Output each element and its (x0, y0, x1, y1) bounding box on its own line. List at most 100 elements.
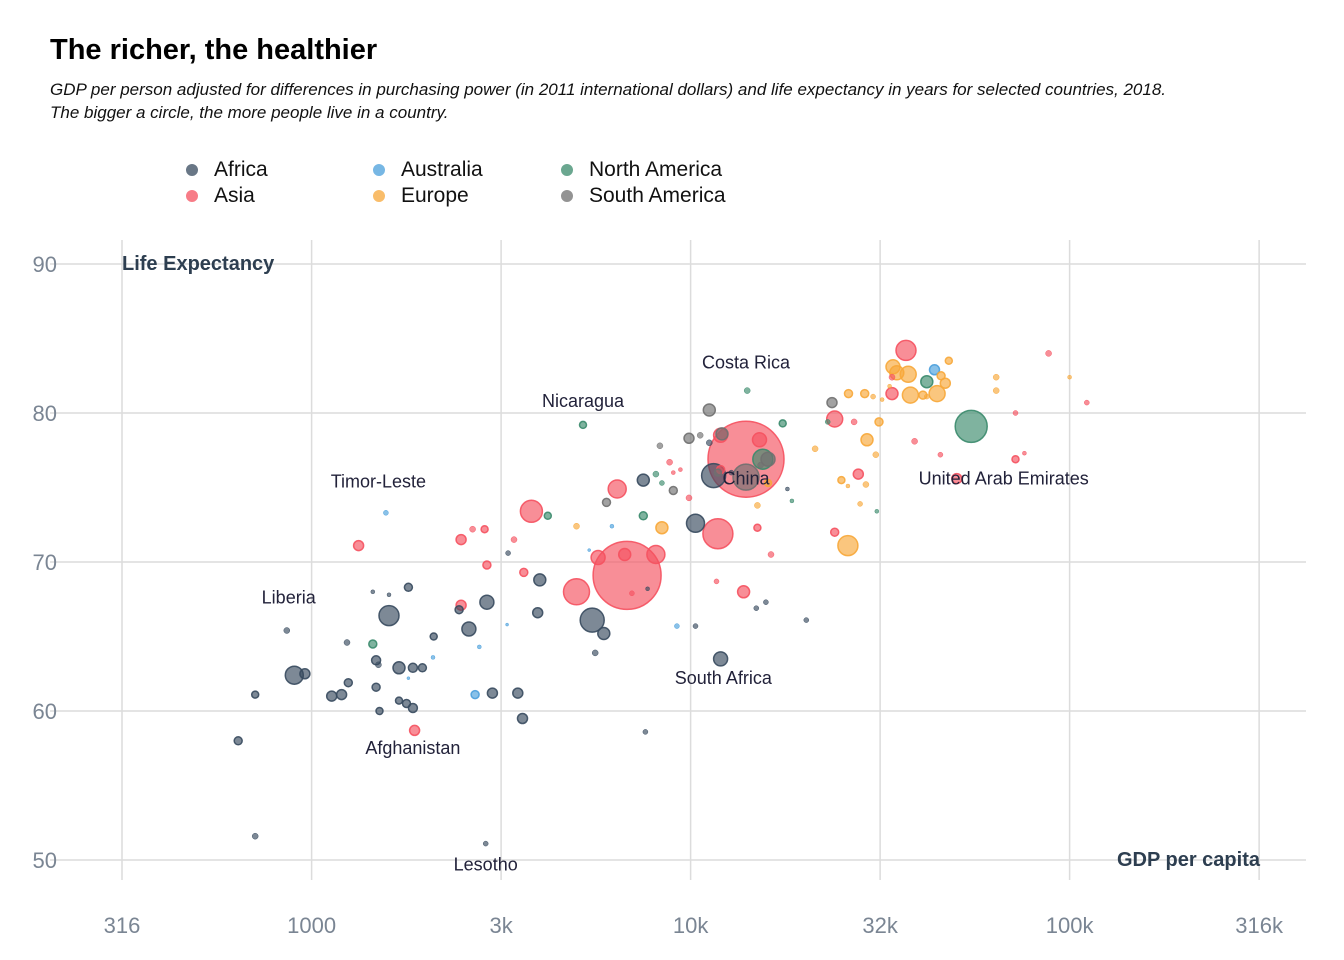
data-point-asia[interactable] (895, 339, 917, 362)
data-point-asia[interactable] (352, 539, 365, 552)
data-point-asia[interactable] (469, 525, 476, 533)
data-point-asia[interactable] (767, 551, 775, 558)
data-point-africa[interactable] (392, 661, 406, 675)
data-point-asia[interactable] (482, 560, 492, 570)
data-point-europe[interactable] (924, 393, 930, 400)
data-point-africa[interactable] (591, 649, 599, 657)
data-point-south-america[interactable] (601, 497, 612, 508)
data-point-asia[interactable] (671, 470, 676, 475)
data-point-africa[interactable] (763, 599, 769, 605)
data-point-asia[interactable] (911, 438, 918, 445)
data-point-africa[interactable] (403, 582, 414, 593)
data-point-australia[interactable] (406, 676, 411, 680)
data-point-asia[interactable] (713, 578, 720, 585)
data-point-africa[interactable] (597, 626, 611, 641)
data-point-africa[interactable] (728, 469, 735, 476)
data-point-europe[interactable] (837, 534, 859, 557)
data-point-africa[interactable] (803, 617, 810, 623)
legend-item-south-america[interactable]: South America (561, 184, 726, 208)
data-point-africa[interactable] (335, 688, 348, 701)
data-point-africa[interactable] (785, 486, 790, 492)
data-point-south-america[interactable] (713, 468, 723, 477)
data-point-asia[interactable] (937, 451, 944, 458)
data-point-africa[interactable] (370, 589, 376, 595)
data-point-africa[interactable] (645, 586, 650, 592)
data-point-australia[interactable] (430, 655, 436, 660)
data-point-europe[interactable] (872, 451, 880, 458)
data-point-asia[interactable] (1011, 454, 1020, 464)
legend-item-north-america[interactable]: North America (561, 158, 722, 182)
data-point-asia[interactable] (751, 432, 768, 448)
data-point-europe[interactable] (939, 377, 952, 389)
data-point-europe[interactable] (885, 359, 901, 375)
data-point-africa[interactable] (375, 661, 382, 669)
data-point-europe[interactable] (763, 478, 773, 488)
data-point-asia[interactable] (753, 523, 762, 532)
data-point-africa[interactable] (753, 605, 760, 611)
data-point-australia[interactable] (505, 622, 509, 627)
data-point-asia[interactable] (666, 458, 673, 466)
data-point-africa[interactable] (251, 832, 259, 840)
data-point-africa[interactable] (706, 439, 713, 447)
data-point-north-america[interactable] (638, 511, 649, 521)
data-point-africa[interactable] (531, 606, 544, 619)
data-point-north-america[interactable] (954, 409, 988, 444)
data-point-south-america[interactable] (732, 463, 760, 491)
data-point-north-america[interactable] (368, 639, 378, 649)
data-point-europe[interactable] (754, 502, 761, 509)
data-point-asia[interactable] (736, 585, 751, 599)
data-point-africa[interactable] (712, 651, 729, 667)
data-point-africa[interactable] (533, 573, 547, 587)
data-point-africa[interactable] (417, 663, 428, 673)
data-point-north-america[interactable] (824, 419, 831, 425)
data-point-asia[interactable] (685, 494, 693, 502)
data-point-europe[interactable] (944, 356, 954, 366)
data-point-europe[interactable] (860, 433, 874, 447)
data-point-australia[interactable] (674, 623, 680, 629)
data-point-asia[interactable] (629, 590, 635, 597)
data-point-africa[interactable] (479, 594, 495, 610)
data-point-asia[interactable] (455, 533, 467, 546)
data-point-asia[interactable] (1084, 399, 1090, 406)
data-point-africa[interactable] (461, 621, 477, 637)
data-point-europe[interactable] (901, 386, 920, 404)
data-point-asia[interactable] (510, 536, 518, 543)
data-point-europe[interactable] (859, 388, 870, 399)
data-point-africa[interactable] (343, 639, 351, 646)
data-point-europe[interactable] (992, 373, 1000, 381)
data-point-south-america[interactable] (696, 432, 704, 439)
data-point-north-america[interactable] (578, 420, 588, 430)
data-point-asia[interactable] (519, 567, 529, 578)
data-point-africa[interactable] (407, 662, 419, 674)
data-point-africa[interactable] (375, 706, 384, 716)
data-point-africa[interactable] (386, 592, 392, 598)
data-point-africa[interactable] (486, 687, 499, 699)
data-point-europe[interactable] (862, 481, 870, 488)
data-point-asia[interactable] (678, 467, 683, 472)
data-point-africa[interactable] (283, 627, 291, 634)
data-point-europe[interactable] (879, 397, 885, 402)
data-point-africa[interactable] (233, 736, 243, 746)
data-point-europe[interactable] (874, 417, 884, 427)
data-point-north-america[interactable] (874, 509, 880, 514)
data-point-africa[interactable] (343, 677, 354, 688)
data-point-australia[interactable] (609, 523, 615, 529)
data-point-africa[interactable] (512, 687, 524, 699)
data-point-asia[interactable] (607, 479, 627, 499)
data-point-europe[interactable] (843, 388, 854, 399)
data-point-europe[interactable] (887, 383, 892, 389)
data-point-asia[interactable] (617, 547, 632, 562)
data-point-north-america[interactable] (778, 419, 787, 428)
data-point-europe[interactable] (573, 522, 580, 530)
data-point-africa[interactable] (454, 604, 464, 615)
data-point-europe[interactable] (837, 475, 846, 485)
data-point-south-america[interactable] (668, 485, 679, 496)
data-point-africa[interactable] (299, 668, 311, 680)
data-point-africa[interactable] (692, 623, 699, 629)
legend-item-europe[interactable]: Europe (373, 184, 469, 208)
data-point-europe[interactable] (928, 384, 946, 403)
data-point-africa[interactable] (429, 632, 438, 641)
data-point-asia[interactable] (480, 524, 489, 534)
data-point-africa[interactable] (371, 682, 381, 692)
data-point-africa[interactable] (636, 473, 651, 487)
